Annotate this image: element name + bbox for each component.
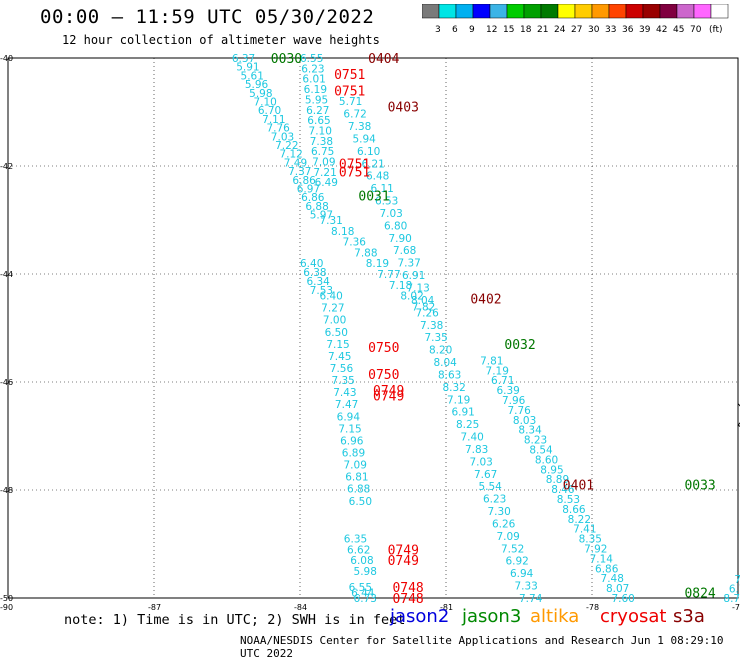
swh-value: 7.74 — [519, 593, 543, 605]
swh-value: 7.40 — [460, 432, 483, 444]
swh-value: 6.23 — [483, 494, 506, 506]
lat-label: -46 — [0, 378, 13, 387]
pass-time-label: 0033 — [684, 479, 715, 494]
lon-label: -90 — [0, 603, 13, 612]
lat-label: -48 — [0, 486, 13, 495]
pass-time-label: 0404 — [368, 52, 399, 67]
swh-value: 7.35 — [424, 332, 447, 344]
satellite-jason3: jason3 — [462, 606, 521, 627]
swh-value: 7.00 — [323, 315, 346, 327]
swh-value: 8.63 — [438, 369, 461, 381]
swh-value: 7.60 — [611, 593, 634, 605]
swh-value: 6.91 — [451, 407, 474, 419]
swh-value: 6.50 — [349, 496, 372, 508]
swh-value: 7.30 — [487, 506, 510, 518]
lon-label: -84 — [294, 603, 307, 612]
pass-time-label: 0750 — [368, 368, 399, 383]
altimeter-tracks: 6.375.915.615.965.987.106.707.117.767.03… — [232, 53, 740, 605]
track-g: 7.817.196.716.397.967.768.038.348.238.54… — [480, 355, 635, 605]
lat-label: -40 — [0, 54, 13, 63]
pass-time-label: 0751 — [334, 84, 365, 99]
swh-value: 7.90 — [388, 233, 411, 245]
swh-value: 6.92 — [505, 556, 528, 568]
swh-value: 6.89 — [342, 448, 365, 460]
swh-value: 6.73 — [354, 593, 377, 605]
pass-time-label: 0751 — [339, 165, 370, 180]
swh-value: 6.96 — [340, 435, 364, 447]
swh-value: 8.25 — [456, 419, 479, 431]
swh-value: 6.80 — [384, 220, 407, 232]
swh-value: 7.68 — [393, 245, 416, 257]
swh-value: 7.67 — [474, 469, 497, 481]
pass-time-label: 0749 — [373, 390, 404, 405]
swh-value: 7.27 — [321, 303, 344, 315]
swh-value: 7.03 — [469, 456, 492, 468]
swh-value: 6.26 — [492, 518, 516, 530]
swh-value: 7.47 — [335, 399, 358, 411]
pass-time-label: 0403 — [388, 101, 419, 116]
satellite-jason2: jason2 — [390, 606, 449, 627]
swh-value: 6.94 — [510, 568, 534, 580]
swh-value: 7.09 — [344, 460, 367, 472]
lat-label: -42 — [0, 162, 13, 171]
lat-label: -44 — [0, 270, 13, 279]
swh-value: 7.52 — [501, 543, 524, 555]
pass-time-label: 0402 — [470, 292, 501, 307]
pass-time-label: 0030 — [271, 52, 302, 67]
satellite-altika: altika — [530, 606, 579, 627]
swh-value: 8.20 — [429, 345, 452, 357]
swh-value: 7.45 — [328, 351, 351, 363]
swh-value: 6.94 — [337, 411, 361, 423]
swh-value: 6.40 — [319, 291, 342, 303]
swh-value: 7.19 — [447, 394, 470, 406]
swh-value: 7.43 — [333, 387, 356, 399]
swh-value: 6.88 — [347, 484, 370, 496]
pass-time-label: 0751 — [334, 68, 365, 83]
track-h: 6.356.626.085.98 — [344, 534, 377, 578]
track-i: 6.556.446.73 — [349, 582, 377, 605]
swh-value: 7.38 — [420, 320, 443, 332]
swh-value: 7.83 — [465, 444, 488, 456]
swh-value: 6.50 — [325, 327, 348, 339]
swh-value: 8.32 — [442, 382, 465, 394]
pass-time-label: 0401 — [563, 479, 594, 494]
swh-value: 8.04 — [433, 357, 457, 369]
lon-label: -87 — [148, 603, 161, 612]
swh-value: 6.72 — [343, 109, 366, 121]
swh-value: 5.54 — [478, 481, 502, 493]
swh-value: 7.03 — [379, 208, 402, 220]
pass-time-label: 0749 — [388, 554, 419, 569]
pass-time-label: 0032 — [504, 338, 535, 353]
swh-value: 7.33 — [514, 581, 537, 593]
lon-label: -78 — [586, 603, 599, 612]
pass-time-label: 0748 — [392, 592, 423, 607]
swh-value: 7.82 — [412, 301, 435, 313]
swh-value: 5.94 — [352, 133, 376, 145]
swh-value: 6.49 — [315, 177, 338, 189]
lat-label: -50 — [0, 594, 13, 603]
swh-value: 5.98 — [354, 566, 377, 578]
swh-value: 7.35 — [331, 375, 354, 387]
pass-time-label: 0750 — [368, 341, 399, 356]
swh-value: 7.15 — [326, 339, 349, 351]
swh-value: 7.38 — [348, 121, 371, 133]
swh-value: 7.56 — [330, 363, 354, 375]
credit-line: NOAA/NESDIS Center for Satellite Applica… — [240, 634, 740, 660]
swh-value: 7.15 — [338, 423, 361, 435]
pass-time-label: 0031 — [358, 190, 389, 205]
swh-value: 6.81 — [345, 472, 368, 484]
swh-value: 7.09 — [496, 531, 519, 543]
swh-value: 6.10 — [357, 146, 380, 158]
track-f: 6.407.277.006.507.157.457.567.357.437.47… — [319, 291, 372, 508]
pass-time-label: 0824 — [684, 587, 715, 602]
footnote: note: 1) Time is in UTC; 2) SWH is in fe… — [64, 612, 405, 628]
swh-value: 8.77 — [723, 593, 740, 605]
satellite-s3a: s3a — [673, 606, 705, 627]
satellite-cryosat: cryosat — [600, 606, 666, 627]
swh-value: 7.37 — [397, 258, 420, 270]
